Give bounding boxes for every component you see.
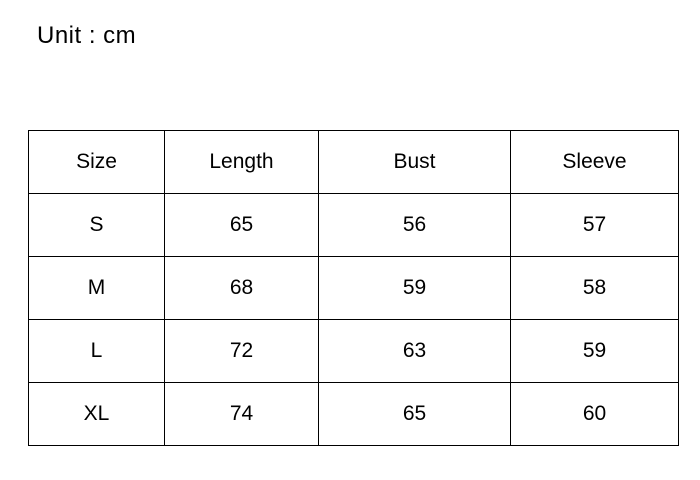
size-chart-table: Size Length Bust Sleeve S 65 56 57 M 68 …: [28, 130, 679, 446]
cell-l-length: 72: [164, 319, 319, 383]
cell-m-size: M: [28, 256, 165, 320]
cell-m-sleeve: 58: [510, 256, 679, 320]
header-cell-sleeve: Sleeve: [510, 130, 679, 194]
cell-l-sleeve: 59: [510, 319, 679, 383]
table-row-m: M 68 59 58: [28, 256, 679, 320]
cell-s-bust: 56: [318, 193, 511, 257]
cell-l-bust: 63: [318, 319, 511, 383]
cell-xl-sleeve: 60: [510, 382, 679, 446]
table-row-l: L 72 63 59: [28, 319, 679, 383]
cell-s-sleeve: 57: [510, 193, 679, 257]
header-cell-bust: Bust: [318, 130, 511, 194]
cell-s-size: S: [28, 193, 165, 257]
cell-xl-size: XL: [28, 382, 165, 446]
header-cell-size: Size: [28, 130, 165, 194]
header-cell-length: Length: [164, 130, 319, 194]
cell-l-size: L: [28, 319, 165, 383]
table-row-s: S 65 56 57: [28, 193, 679, 257]
cell-xl-length: 74: [164, 382, 319, 446]
cell-xl-bust: 65: [318, 382, 511, 446]
cell-m-length: 68: [164, 256, 319, 320]
cell-s-length: 65: [164, 193, 319, 257]
cell-m-bust: 59: [318, 256, 511, 320]
unit-label: Unit : cm: [37, 22, 137, 49]
table-header-row: Size Length Bust Sleeve: [28, 130, 679, 194]
table-row-xl: XL 74 65 60: [28, 382, 679, 446]
